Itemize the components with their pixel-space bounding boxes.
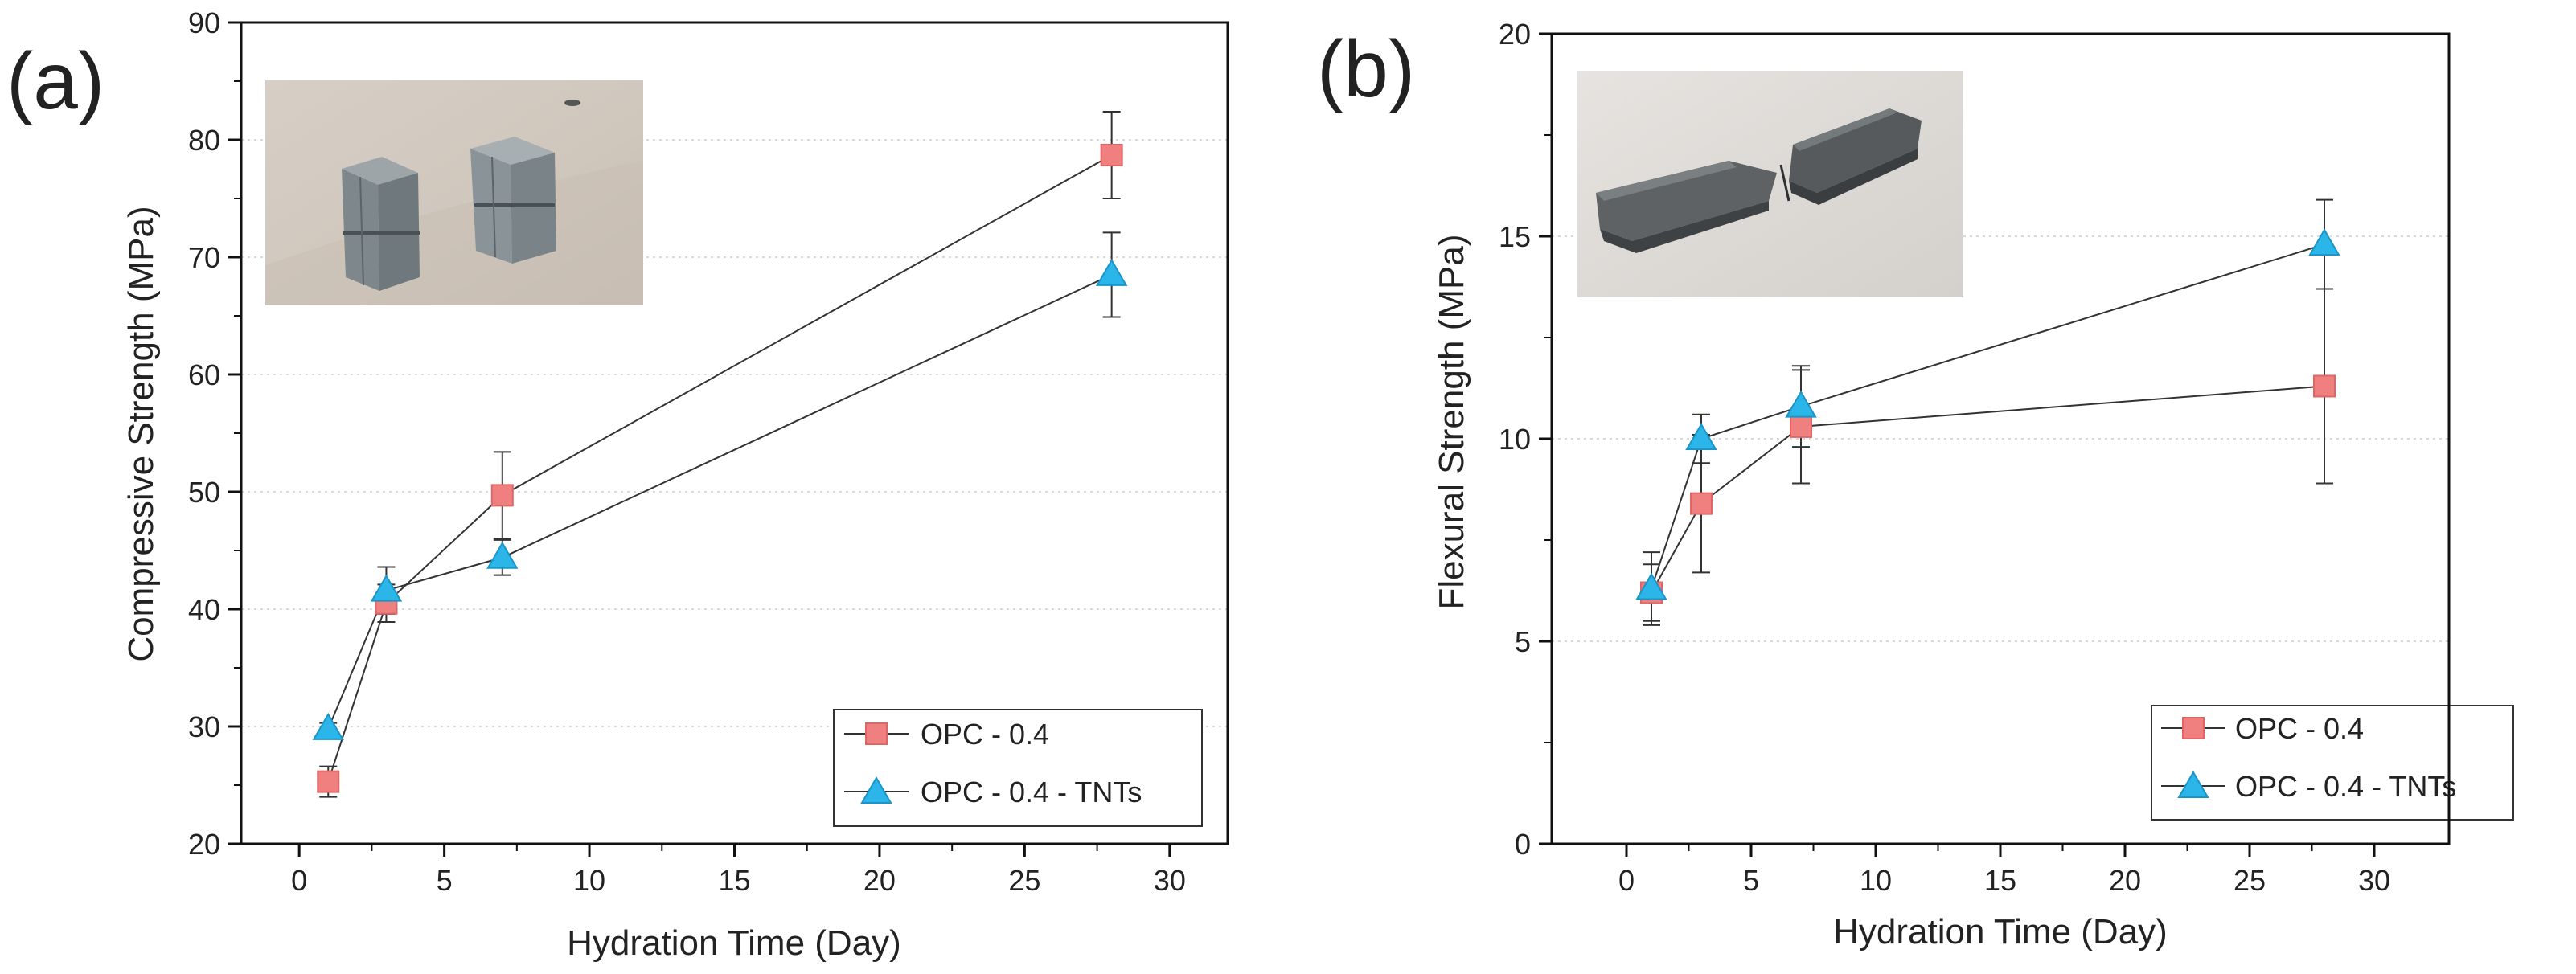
legend-b: OPC - 0.4 OPC - 0.4 - TNTs: [2151, 705, 2514, 821]
series-line-b-tnts: [1651, 244, 2325, 589]
y-tick-label-b: 0: [1515, 828, 1531, 861]
point-b-tnts: [1685, 423, 1717, 450]
x-tick-label-b: 30: [2358, 864, 2390, 897]
point-b-opc: [1690, 492, 1713, 515]
x-tick-label-b: 10: [1860, 864, 1892, 897]
point-b-tnts: [1785, 390, 1817, 418]
legend-b-label-tnts: OPC - 0.4 - TNTs: [2235, 770, 2456, 803]
series-b-layer: [1635, 198, 2340, 626]
panel-label-a: (a): [6, 36, 105, 126]
y-tick-label-a: 80: [188, 124, 220, 157]
xlabel-a: Hydration Time (Day): [567, 923, 901, 963]
legend-a: OPC - 0.4 OPC - 0.4 - TNTs: [833, 709, 1203, 827]
legend-b-marker-tnts: [2177, 771, 2209, 798]
series-line-a-opc: [327, 154, 1113, 782]
legend-a-marker-opc: [865, 722, 888, 745]
inset-photo-a: [265, 80, 643, 305]
point-a-opc: [317, 770, 340, 793]
legend-a-label-opc: OPC - 0.4: [921, 718, 1049, 751]
point-a-tnts: [1095, 258, 1128, 286]
y-tick-label-a: 70: [188, 241, 220, 274]
y-tick-label-a: 90: [188, 6, 220, 39]
legend-a-label-tnts: OPC - 0.4 - TNTs: [921, 776, 1142, 808]
x-tick-label-b: 15: [1984, 864, 2016, 897]
legend-a-marker-tnts: [860, 776, 892, 804]
x-tick-label-a: 30: [1154, 864, 1186, 897]
y-tick-label-b: 20: [1499, 18, 1531, 51]
y-tick-label-a: 30: [188, 710, 220, 743]
point-a-opc: [1100, 143, 1123, 166]
ylabel-a: Compressive Strength (MPa): [121, 206, 161, 661]
x-tick-label-b: 25: [2233, 864, 2266, 897]
point-a-opc: [490, 484, 514, 507]
y-tick-label-a: 60: [188, 358, 220, 391]
series-a-layer: [312, 110, 1128, 798]
panel-a: (a): [6, 6, 1229, 963]
xlabel-b: Hydration Time (Day): [1833, 912, 2168, 951]
inset-photo-b: [1577, 71, 1963, 297]
x-tick-label-b: 0: [1618, 864, 1635, 897]
y-tick-label-a: 20: [188, 828, 220, 861]
y-tick-label-b: 5: [1515, 625, 1531, 658]
point-b-tnts: [1635, 572, 1667, 600]
series-line-a-tnts: [327, 273, 1113, 730]
x-tick-label-a: 10: [573, 864, 605, 897]
point-a-tnts: [370, 574, 403, 602]
panel-label-b: (b): [1317, 24, 1415, 114]
x-tick-label-a: 5: [437, 864, 453, 897]
x-tick-label-a: 25: [1008, 864, 1040, 897]
legend-b-marker-opc: [2182, 717, 2205, 739]
y-tick-label-a: 40: [188, 593, 220, 626]
y-tick-label-b: 10: [1499, 423, 1531, 456]
panel-b: (b) OPC -: [1317, 18, 2514, 951]
point-b-tnts: [2308, 228, 2340, 256]
point-a-tnts: [486, 541, 519, 569]
x-tick-label-a: 0: [291, 864, 307, 897]
x-tick-label-b: 20: [2109, 864, 2141, 897]
series-line-b-opc: [1651, 385, 2325, 594]
x-tick-label-a: 15: [718, 864, 750, 897]
axes-a: 0 5 10 15 20 25 30 20 30 40 50 60 70 80 90: [188, 6, 1229, 897]
x-tick-label-b: 5: [1743, 864, 1759, 897]
point-b-opc: [2313, 374, 2336, 398]
y-tick-label-b: 15: [1499, 220, 1531, 253]
point-b-opc: [1790, 415, 1812, 438]
ylabel-b: Flexural Strength (MPa): [1432, 234, 1471, 609]
legend-b-label-opc: OPC - 0.4: [2235, 712, 2364, 745]
y-tick-label-a: 50: [188, 476, 220, 509]
axes-b: 0 5 10 15 20 25 30 0 5 10 15 20: [1499, 18, 2451, 897]
point-a-tnts: [312, 712, 345, 740]
x-tick-label-a: 20: [863, 864, 896, 897]
